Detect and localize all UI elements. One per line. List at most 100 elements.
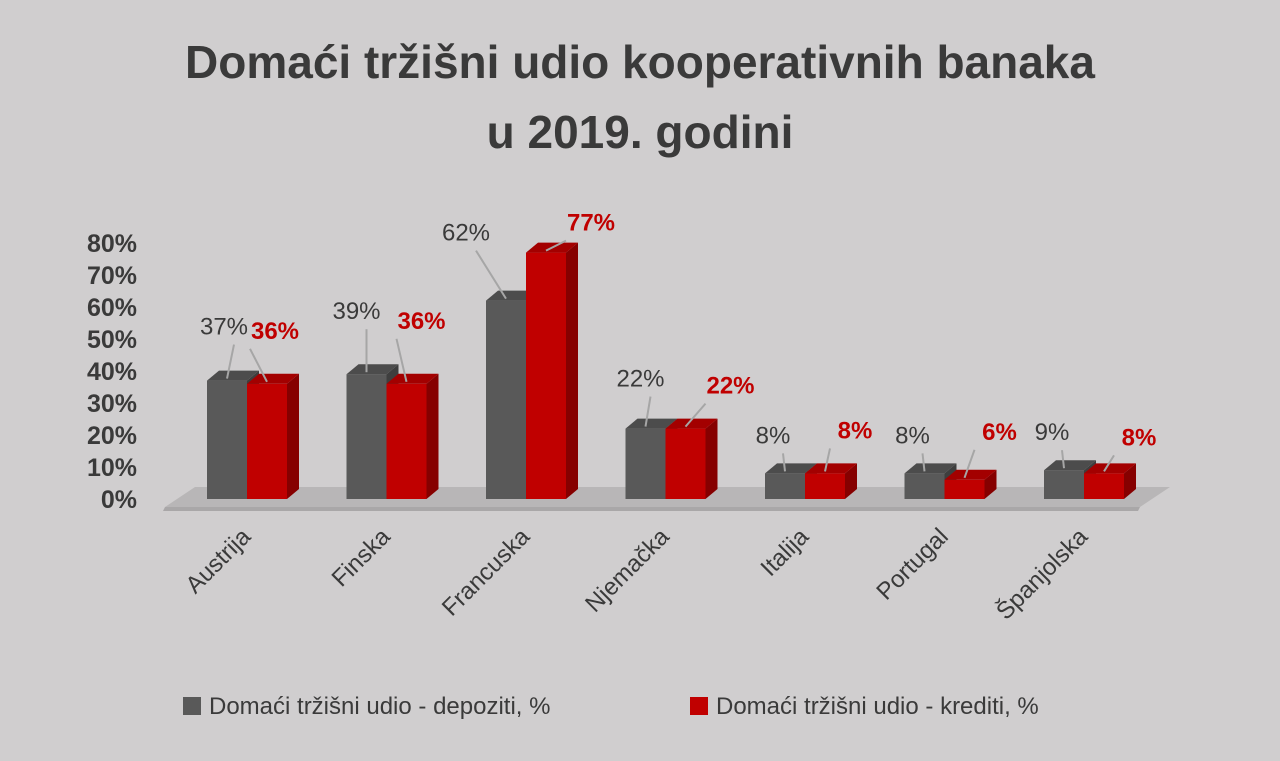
y-tick-label: 60%: [87, 294, 137, 322]
bar-side-face: [845, 463, 857, 499]
y-tick-label: 50%: [87, 326, 137, 354]
bar-side-face: [984, 469, 997, 499]
bar-side-face: [705, 418, 718, 499]
legend-swatch: [183, 697, 201, 715]
bar-top-face: [765, 463, 817, 474]
x-axis: Austrija Finska Francuska Njemačka Italija Po…: [181, 522, 1094, 625]
data-label-leader-line: [545, 239, 567, 252]
x-tick-label: Finska: [327, 523, 397, 593]
bar-front-face: [765, 473, 805, 499]
bar-top-face: [1084, 463, 1136, 474]
data-label: 77%: [567, 210, 615, 237]
bar-front-face: [207, 380, 247, 499]
data-label-leader-line: [226, 344, 235, 379]
bar-side-face: [426, 373, 439, 499]
y-tick-label: 40%: [87, 358, 137, 386]
bar-front-face: [904, 473, 945, 499]
data-label: 22%: [616, 366, 664, 393]
x-tick-label: Francuska: [437, 523, 536, 622]
data-labels: 37% 36%39% 36%62% 77%22% 22%8% 8% 8% 6% 9% 8%: [200, 210, 1156, 452]
bar-front-face: [805, 473, 845, 499]
data-label-leader-line: [1061, 450, 1065, 469]
data-label-leader-line: [684, 402, 707, 428]
y-axis: 0% 10% 20% 30% 40% 50% 60% 70% 80%: [87, 230, 137, 514]
bar-front-face: [665, 428, 706, 499]
data-label-leader-line: [475, 250, 507, 300]
legend-swatch: [690, 697, 708, 715]
data-label-leader-line: [782, 453, 786, 472]
bar-krediti: [944, 469, 997, 499]
data-label-leader-line: [921, 453, 926, 472]
bar-front-face: [1084, 473, 1124, 499]
data-label: 36%: [397, 308, 445, 335]
data-label: 8%: [895, 422, 930, 449]
bar-side-face: [1124, 463, 1136, 499]
data-label: 6%: [982, 419, 1017, 446]
data-label: 37%: [200, 314, 248, 341]
y-tick-label: 10%: [87, 454, 137, 482]
data-label-leader-line: [249, 348, 268, 383]
bar-front-face: [944, 479, 985, 499]
bar-top-face: [346, 364, 399, 375]
legend-item: Domaći tržišni udio - depoziti, %: [183, 693, 550, 720]
data-label-leader-line: [824, 448, 831, 472]
bar-side-face: [566, 242, 578, 499]
bar-krediti: [805, 463, 857, 499]
x-tick-label: Njemačka: [580, 523, 675, 618]
legend-label: Domaći tržišni udio - depoziti, %: [209, 693, 550, 720]
bar-top-face: [805, 463, 857, 474]
y-tick-label: 20%: [87, 422, 137, 450]
data-label: 8%: [756, 422, 791, 449]
x-tick-label: Španjolska: [990, 522, 1093, 625]
data-label-leader-line: [963, 449, 976, 479]
bar-krediti: [247, 373, 299, 499]
y-tick-label: 0%: [101, 486, 137, 514]
chart-title: Domaći tržišni udio kooperativnih banaka…: [185, 36, 1095, 158]
bar-krediti: [526, 242, 578, 499]
legend-label: Domaći tržišni udio - krediti, %: [716, 693, 1039, 720]
bar-krediti: [386, 373, 439, 499]
bar-top-face: [625, 418, 678, 429]
legend-item: Domaći tržišni udio - krediti, %: [690, 693, 1039, 720]
bar-front-face: [526, 252, 566, 499]
bar-front-face: [386, 383, 427, 499]
bar-front-face: [247, 383, 287, 499]
bar-top-face: [944, 469, 997, 480]
y-tick-label: 70%: [87, 262, 137, 290]
chart-title-line-2: u 2019. godini: [487, 106, 794, 158]
x-tick-label: Austrija: [181, 523, 257, 599]
x-tick-label: Italija: [756, 523, 815, 582]
data-label: 22%: [706, 373, 754, 400]
data-label-leader-line: [395, 338, 408, 383]
data-label: 62%: [442, 220, 490, 247]
data-label-leader-line: [644, 396, 652, 427]
data-label: 36%: [251, 318, 299, 345]
bar-front-face: [486, 300, 526, 499]
data-label: 8%: [838, 417, 873, 444]
data-label: 8%: [1122, 424, 1157, 451]
bars: [207, 242, 1136, 499]
leader-lines: [226, 239, 1115, 479]
bar-top-face: [247, 373, 299, 384]
legend: Domaći tržišni udio - depoziti, % Domaći …: [183, 693, 1039, 720]
bar-krediti: [665, 418, 718, 499]
bar-front-face: [346, 374, 387, 499]
bar-side-face: [287, 373, 299, 499]
data-label-leader-line: [1103, 454, 1115, 472]
bar-top-face: [486, 290, 538, 301]
data-label: 39%: [332, 298, 380, 325]
bar-krediti: [1084, 463, 1136, 499]
y-tick-label: 30%: [87, 390, 137, 418]
floor-edge: [163, 507, 1140, 511]
bar-front-face: [625, 428, 666, 499]
x-tick-label: Portugal: [871, 523, 953, 605]
bar-top-face: [904, 463, 957, 474]
y-tick-label: 80%: [87, 230, 137, 258]
bar-top-face: [1044, 460, 1096, 471]
bar-top-face: [207, 370, 259, 381]
bar-top-face: [386, 373, 439, 384]
bar-top-face: [665, 418, 718, 429]
bar-front-face: [1044, 470, 1084, 499]
